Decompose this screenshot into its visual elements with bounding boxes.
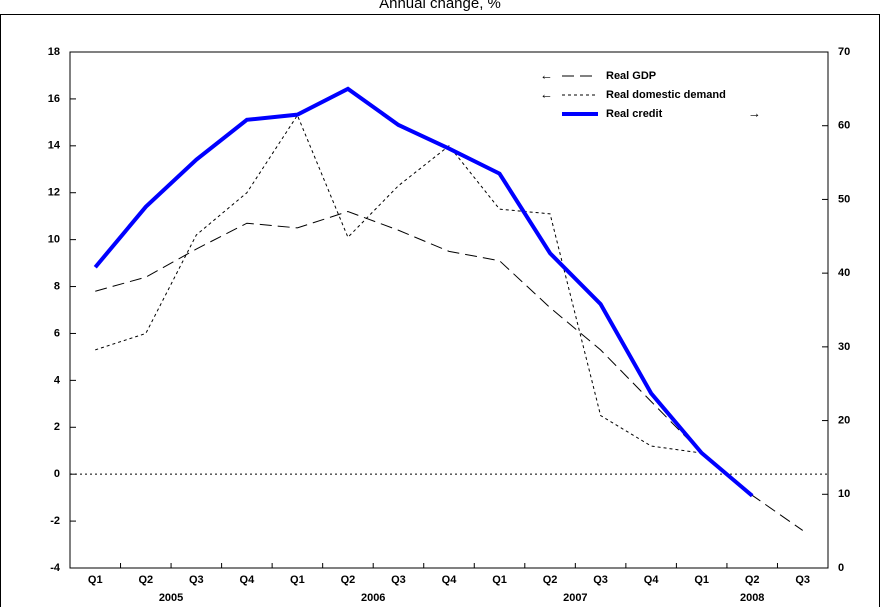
year-label: 2006 xyxy=(361,592,385,604)
y-tick-label: 2 xyxy=(54,421,60,433)
year-label: 2005 xyxy=(159,592,183,604)
x-tick-label: Q3 xyxy=(795,574,810,586)
y2-tick-label: 30 xyxy=(838,341,850,353)
x-tick-label: Q2 xyxy=(543,574,558,586)
y-tick-label: -2 xyxy=(50,515,60,527)
year-label: 2007 xyxy=(563,592,587,604)
legend-label: Real domestic demand xyxy=(606,89,726,101)
legend-arrow: → xyxy=(748,105,761,120)
x-tick-label: Q2 xyxy=(745,574,760,586)
legend-label: Real credit xyxy=(606,108,663,120)
chart-title: Annual change, % xyxy=(379,0,501,12)
plot-frame xyxy=(69,51,829,569)
x-tick-label: Q3 xyxy=(391,574,406,586)
y2-tick-label: 60 xyxy=(838,120,850,132)
x-tick-label: Q4 xyxy=(644,574,660,586)
x-tick-label: Q4 xyxy=(240,574,256,586)
x-tick-label: Q2 xyxy=(341,574,356,586)
y-tick-label: -4 xyxy=(50,562,61,574)
legend-arrow: ← xyxy=(540,67,553,82)
y2-tick-label: 20 xyxy=(838,414,850,426)
legend-arrow: ← xyxy=(540,86,553,101)
x-tick-label: Q1 xyxy=(694,574,709,586)
series-line xyxy=(95,114,702,454)
y-tick-label: 14 xyxy=(48,140,61,152)
outer-frame xyxy=(0,14,880,607)
y-tick-label: 4 xyxy=(54,374,61,386)
legend-label: Real GDP xyxy=(606,70,656,82)
y2-tick-label: 40 xyxy=(838,267,850,279)
series-line xyxy=(95,210,804,531)
y-tick-label: 8 xyxy=(54,280,60,292)
y-tick-label: 12 xyxy=(48,187,60,199)
x-tick-label: Q4 xyxy=(442,574,458,586)
y-tick-label: 0 xyxy=(54,468,60,480)
title-band xyxy=(0,0,880,14)
x-tick-label: Q3 xyxy=(189,574,204,586)
year-label: 2008 xyxy=(740,592,764,604)
x-tick-label: Q3 xyxy=(593,574,608,586)
y-tick-label: 16 xyxy=(48,93,60,105)
y2-tick-label: 10 xyxy=(838,488,850,500)
x-tick-label: Q1 xyxy=(492,574,507,586)
x-tick-label: Q1 xyxy=(88,574,103,586)
y-tick-label: 18 xyxy=(48,46,60,58)
y-tick-label: 10 xyxy=(48,234,60,246)
x-tick-label: Q2 xyxy=(138,574,153,586)
series-line xyxy=(93,86,754,498)
y2-tick-label: 70 xyxy=(838,46,850,58)
y2-tick-label: 0 xyxy=(838,562,844,574)
y2-tick-label: 50 xyxy=(838,193,850,205)
legend: ← ← → xyxy=(540,67,761,120)
x-tick-label: Q1 xyxy=(290,574,305,586)
y-tick-label: 6 xyxy=(54,327,60,339)
